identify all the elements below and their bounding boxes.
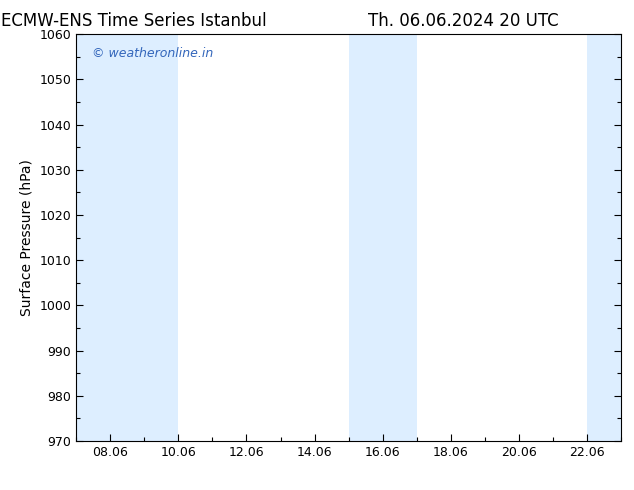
Text: © weatheronline.in: © weatheronline.in [93,47,214,59]
Y-axis label: Surface Pressure (hPa): Surface Pressure (hPa) [20,159,34,316]
Text: ECMW-ENS Time Series Istanbul: ECMW-ENS Time Series Istanbul [1,12,266,30]
Bar [349,34,417,441]
Bar [76,34,178,441]
Bar [587,34,621,441]
Text: Th. 06.06.2024 20 UTC: Th. 06.06.2024 20 UTC [368,12,559,30]
